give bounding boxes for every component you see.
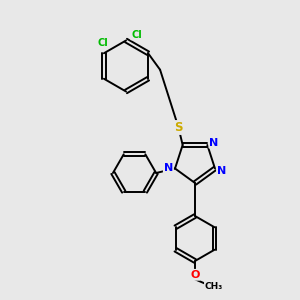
Text: N: N xyxy=(209,138,219,148)
Text: N: N xyxy=(164,164,173,173)
Text: S: S xyxy=(174,121,183,134)
Text: Cl: Cl xyxy=(131,29,142,40)
Text: Cl: Cl xyxy=(97,38,108,48)
Text: CH₃: CH₃ xyxy=(205,282,223,291)
Text: N: N xyxy=(217,166,226,176)
Text: O: O xyxy=(190,270,200,280)
